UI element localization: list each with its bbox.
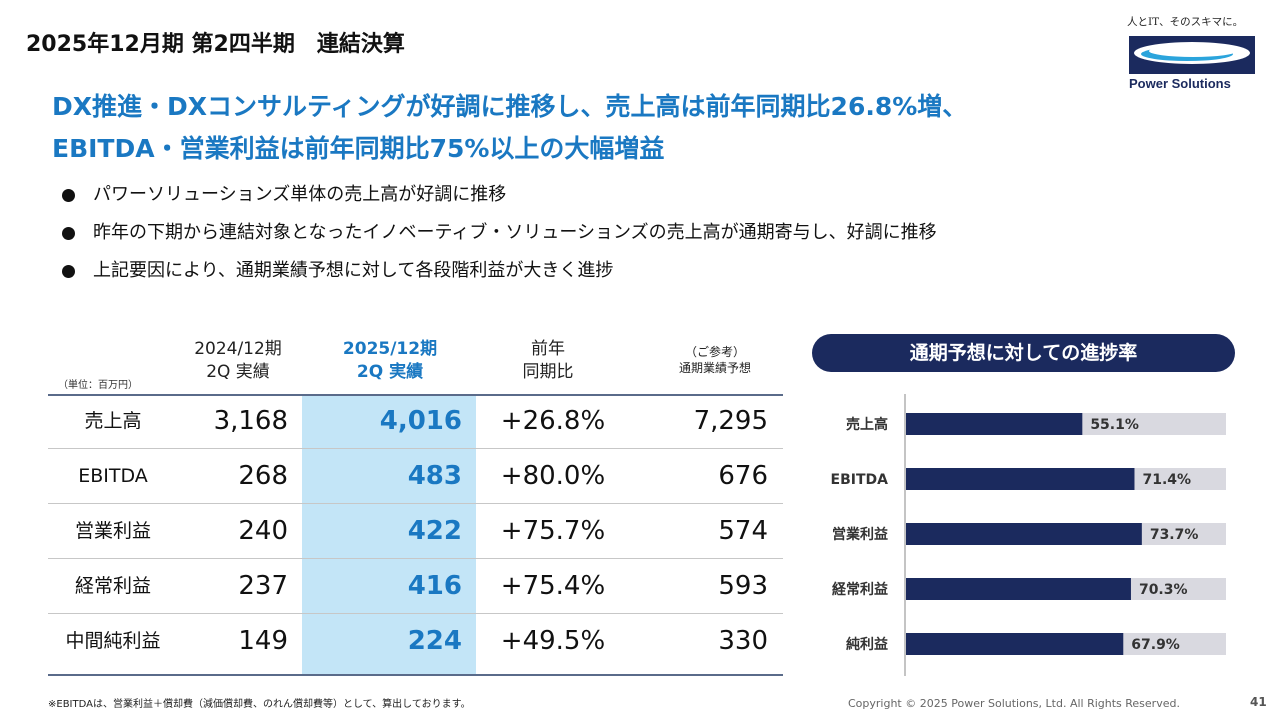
yoy-value: +75.7% xyxy=(500,516,606,546)
chart-bar xyxy=(906,523,1142,545)
forecast-value: 7,295 xyxy=(693,406,768,436)
forecast-value: 593 xyxy=(718,571,768,601)
table-top-rule xyxy=(48,394,783,396)
column-header-forecast: （ご参考） 通期業績予想 xyxy=(678,345,751,375)
current-period-highlight xyxy=(302,394,476,676)
chart-category-label: EBITDA xyxy=(831,472,889,488)
chart-value-label: 71.4% xyxy=(1142,472,1191,488)
row-label: 営業利益 xyxy=(74,520,151,542)
forecast-value: 574 xyxy=(718,516,768,546)
row-divider xyxy=(48,503,783,504)
chart-category-label: 経常利益 xyxy=(832,581,888,598)
column-header-current: 2025/12期 2Q 実績 xyxy=(342,339,438,382)
bullet-text: パワーソリューションズ単体の売上高が好調に推移 xyxy=(93,184,507,205)
logo-mark-icon xyxy=(1129,36,1255,74)
yoy-value: +75.4% xyxy=(500,571,606,601)
current-value: 224 xyxy=(407,626,462,656)
forecast-value: 676 xyxy=(718,461,768,491)
prev-value: 237 xyxy=(238,571,288,601)
chart-value-label: 67.9% xyxy=(1131,637,1180,653)
row-divider xyxy=(48,558,783,559)
row-divider xyxy=(48,613,783,614)
row-label: 売上高 xyxy=(84,410,142,432)
page-title: 2025年12月期 第2四半期 連結決算 xyxy=(26,32,405,57)
chart-value-label: 55.1% xyxy=(1090,417,1139,433)
results-table: 売上高 3,168 4,016 +26.8% 7,295 EBITDA 268 … xyxy=(48,394,783,676)
bullet-text: 昨年の下期から連結対象となったイノベーティブ・ソリューションズの売上高が通期寄与… xyxy=(93,222,937,243)
table-row: 営業利益 240 422 +75.7% 574 xyxy=(48,504,783,559)
chart-bar xyxy=(906,633,1124,655)
footnote: ※EBITDAは、営業利益＋償却費（減価償却費、のれん償却費等）として、算出して… xyxy=(48,699,471,710)
row-label: 経常利益 xyxy=(74,575,151,597)
bullet-item: 昨年の下期から連結対象となったイノベーティブ・ソリューションズの売上高が通期寄与… xyxy=(62,214,937,252)
chart-bar xyxy=(906,413,1083,435)
current-value: 483 xyxy=(407,461,462,491)
progress-chart-svg: 売上高 55.1% EBITDA 71.4% 営業利益 73.7% 経常利益 70.3% 純利益… xyxy=(831,394,1226,676)
company-logo: 人とIT、そのスキマに。 Power Solutions xyxy=(1125,14,1265,94)
prev-value: 240 xyxy=(238,516,288,546)
row-label: 中間純利益 xyxy=(65,630,161,652)
table-row: 経常利益 237 416 +75.4% 593 xyxy=(48,559,783,614)
headline: DX推進・DXコンサルティングが好調に推移し、売上高は前年同期比26.8%増、 … xyxy=(52,86,1132,170)
bullet-text: 上記要因により、通期業績予想に対して各段階利益が大きく進捗 xyxy=(93,260,614,281)
page-number: 41 xyxy=(1250,695,1267,709)
headline-line-1: DX推進・DXコンサルティングが好調に推移し、売上高は前年同期比26.8%増、 xyxy=(52,92,968,121)
logo-tagline: 人とIT、そのスキマに。 xyxy=(1127,16,1244,28)
current-value: 422 xyxy=(407,516,462,546)
chart-value-label: 70.3% xyxy=(1139,582,1188,598)
chart-bar xyxy=(906,578,1131,600)
headline-line-2: EBITDA・営業利益は前年同期比75%以上の大幅増益 xyxy=(52,134,665,163)
table-row: EBITDA 268 483 +80.0% 676 xyxy=(48,449,783,504)
current-value: 4,016 xyxy=(379,406,462,436)
chart-category-label: 売上高 xyxy=(846,416,888,433)
chart-category-label: 純利益 xyxy=(846,636,888,653)
table-row: 売上高 3,168 4,016 +26.8% 7,295 xyxy=(48,394,783,449)
bullet-dot-icon xyxy=(62,264,75,278)
logo-name: Power Solutions xyxy=(1129,76,1231,91)
progress-title: 通期予想に対しての進捗率 xyxy=(812,334,1235,372)
prev-value: 3,168 xyxy=(213,406,288,436)
chart-bar xyxy=(906,468,1135,490)
bullet-dot-icon xyxy=(62,226,75,240)
bullet-item: 上記要因により、通期業績予想に対して各段階利益が大きく進捗 xyxy=(62,252,937,290)
yoy-value: +80.0% xyxy=(500,461,606,491)
bullet-dot-icon xyxy=(62,188,75,202)
table-row: 中間純利益 149 224 +49.5% 330 xyxy=(48,614,783,669)
yoy-value: +26.8% xyxy=(500,406,606,436)
chart-value-label: 73.7% xyxy=(1150,527,1199,543)
prev-value: 268 xyxy=(238,461,288,491)
row-divider xyxy=(48,448,783,449)
forecast-value: 330 xyxy=(718,626,768,656)
bullet-list: パワーソリューションズ単体の売上高が好調に推移 昨年の下期から連結対象となったイ… xyxy=(62,176,937,290)
unit-label: （単位：百万円） xyxy=(58,380,138,391)
column-header-yoy: 前年 同期比 xyxy=(522,339,574,382)
chart-category-label: 営業利益 xyxy=(832,526,888,543)
current-value: 416 xyxy=(407,571,462,601)
progress-chart: 売上高 55.1% EBITDA 71.4% 営業利益 73.7% 経常利益 70.3% 純利益… xyxy=(812,380,1252,680)
row-label: EBITDA xyxy=(78,465,148,487)
yoy-value: +49.5% xyxy=(500,626,606,656)
prev-value: 149 xyxy=(238,626,288,656)
bullet-item: パワーソリューションズ単体の売上高が好調に推移 xyxy=(62,176,937,214)
copyright: Copyright © 2025 Power Solutions, Ltd. A… xyxy=(848,697,1180,710)
table-bottom-rule xyxy=(48,674,783,676)
column-header-prev: 2024/12期 2Q 実績 xyxy=(194,339,282,382)
